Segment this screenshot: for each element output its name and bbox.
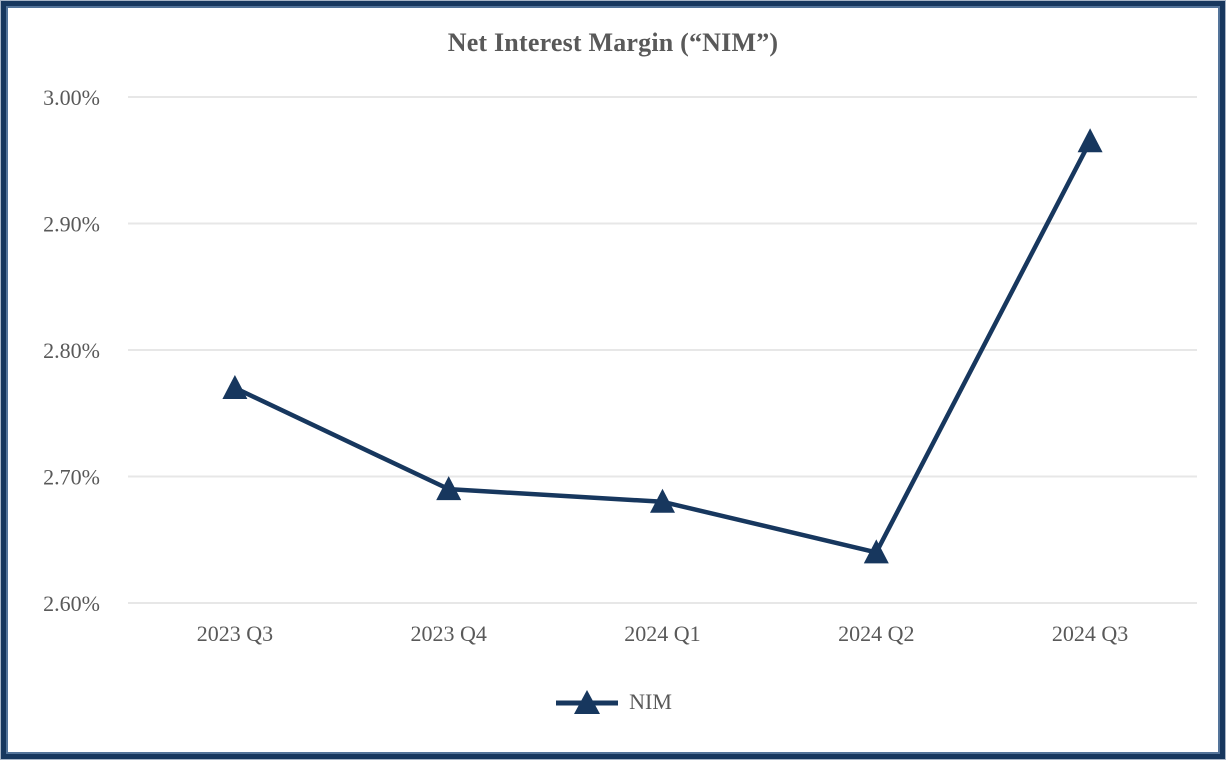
- x-axis-category-label: 2023 Q4: [411, 621, 487, 646]
- chart-legend[interactable]: NIM: [0, 687, 1226, 717]
- x-axis-category-label: 2024 Q1: [624, 621, 700, 646]
- data-point-triangle-marker: [863, 539, 889, 564]
- data-point-triangle-marker: [650, 488, 675, 513]
- x-axis-category-label: 2024 Q2: [838, 621, 914, 646]
- data-point-triangle-marker: [1077, 128, 1103, 153]
- y-axis-tick-label: 2.80%: [43, 338, 100, 363]
- y-axis-tick-label: 2.60%: [43, 591, 100, 616]
- x-axis-category-label: 2023 Q3: [197, 621, 273, 646]
- x-axis-category-label: 2024 Q3: [1052, 621, 1128, 646]
- data-point-triangle-marker: [222, 374, 248, 399]
- y-axis-tick-label: 3.00%: [43, 85, 100, 110]
- y-axis-tick-label: 2.90%: [43, 212, 100, 237]
- data-point-triangle-marker: [436, 476, 462, 501]
- chart-title: Net Interest Margin (“NIM”): [447, 28, 779, 57]
- y-axis-tick-label: 2.70%: [43, 465, 100, 490]
- legend-triangle-marker-icon: [556, 690, 619, 714]
- legend-series-label: NIM: [629, 689, 672, 714]
